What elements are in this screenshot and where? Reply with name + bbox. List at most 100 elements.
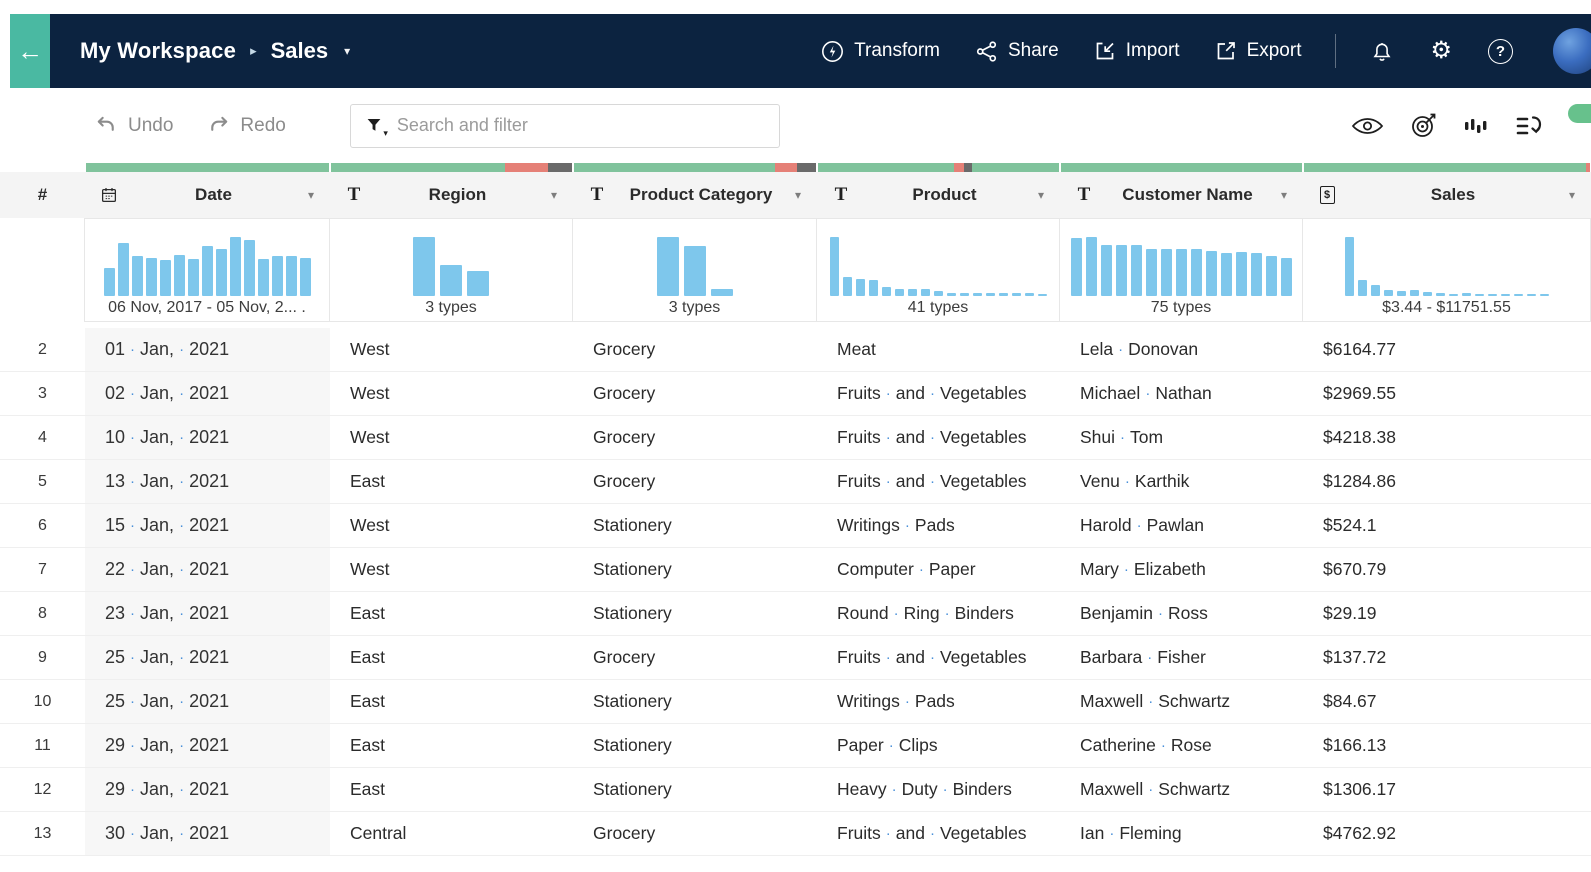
histogram-bar[interactable] — [1116, 245, 1127, 296]
cell-product_category[interactable]: Grocery — [573, 636, 817, 679]
cell-region[interactable]: West — [330, 416, 573, 459]
histogram-bar[interactable] — [174, 255, 185, 296]
histogram-bar[interactable] — [1161, 249, 1172, 296]
cell-sales[interactable]: $84.67 — [1303, 680, 1591, 723]
histogram-bar[interactable] — [1475, 294, 1484, 296]
cell-region[interactable]: East — [330, 768, 573, 811]
histogram-bar[interactable] — [286, 256, 297, 296]
quality-segment-green[interactable] — [1304, 163, 1586, 172]
cell-customer[interactable]: Barbara·Fisher — [1060, 636, 1303, 679]
cell-customer[interactable]: Harold·Pawlan — [1060, 504, 1303, 547]
cell-product[interactable]: Computer·Paper — [817, 548, 1060, 591]
histogram-bar[interactable] — [413, 237, 435, 296]
histogram-bar[interactable] — [934, 291, 943, 296]
histogram-bar[interactable] — [467, 271, 489, 296]
column-header-sales[interactable]: $Sales▾ — [1303, 185, 1591, 205]
histogram-bar[interactable] — [1266, 256, 1277, 296]
cell-sales[interactable]: $2969.55 — [1303, 372, 1591, 415]
histogram-bar[interactable] — [1540, 294, 1549, 296]
column-menu-chevron-icon[interactable]: ▾ — [795, 188, 801, 202]
histogram-bar[interactable] — [1449, 294, 1458, 296]
user-avatar[interactable] — [1553, 28, 1591, 74]
histogram-bar[interactable] — [132, 256, 143, 296]
cell-region[interactable]: East — [330, 460, 573, 503]
histogram-bar[interactable] — [160, 260, 171, 296]
histogram-bar[interactable] — [1371, 285, 1380, 296]
column-menu-chevron-icon[interactable]: ▾ — [1569, 188, 1575, 202]
cell-product_category[interactable]: Stationery — [573, 768, 817, 811]
cell-product_category[interactable]: Stationery — [573, 592, 817, 635]
cell-sales[interactable]: $29.19 — [1303, 592, 1591, 635]
histogram-bar[interactable] — [973, 293, 982, 296]
column-menu-chevron-icon[interactable]: ▾ — [1281, 188, 1287, 202]
histogram-cell-date[interactable]: 06 Nov, 2017 - 05 Nov, 2... . — [84, 218, 330, 322]
breadcrumb-workspace[interactable]: My Workspace — [80, 38, 236, 64]
table-row[interactable]: 1129·Jan,·2021EastStationeryPaper·ClipsC… — [0, 724, 1591, 768]
bell-icon[interactable] — [1370, 39, 1394, 64]
cell-date[interactable]: 25·Jan,·2021 — [85, 636, 330, 679]
cell-customer[interactable]: Maxwell·Schwartz — [1060, 680, 1303, 723]
cell-date[interactable]: 01·Jan,·2021 — [85, 328, 330, 371]
cell-product[interactable]: Fruits·and·Vegetables — [817, 636, 1060, 679]
cell-sales[interactable]: $6164.77 — [1303, 328, 1591, 371]
quality-segment-red[interactable] — [954, 163, 964, 172]
cell-region[interactable]: East — [330, 724, 573, 767]
histogram-bar[interactable] — [244, 240, 255, 296]
histogram-cell-product_category[interactable]: 3 types — [572, 218, 817, 322]
histogram-bar[interactable] — [1038, 294, 1047, 296]
quality-segment-red[interactable] — [775, 163, 797, 172]
histogram-bar[interactable] — [272, 256, 283, 296]
histogram-bar[interactable] — [1384, 290, 1393, 296]
cell-product[interactable]: Fruits·and·Vegetables — [817, 416, 1060, 459]
cell-date[interactable]: 30·Jan,·2021 — [85, 812, 330, 855]
quality-segment-dark[interactable] — [797, 163, 816, 172]
cell-product[interactable]: Fruits·and·Vegetables — [817, 372, 1060, 415]
histogram-bar[interactable] — [188, 259, 199, 296]
cell-date[interactable]: 29·Jan,·2021 — [85, 724, 330, 767]
cell-date[interactable]: 29·Jan,·2021 — [85, 768, 330, 811]
cell-product[interactable]: Paper·Clips — [817, 724, 1060, 767]
column-header-product_category[interactable]: TProduct Category▾ — [573, 184, 817, 206]
histogram-bar[interactable] — [104, 268, 115, 296]
cell-date[interactable]: 13·Jan,·2021 — [85, 460, 330, 503]
cell-region[interactable]: West — [330, 328, 573, 371]
search-filter-box[interactable]: ▾ — [350, 104, 780, 148]
histogram-bar[interactable] — [986, 293, 995, 296]
steps-icon[interactable] — [1515, 113, 1543, 139]
cell-customer[interactable]: Ian·Fleming — [1060, 812, 1303, 855]
quality-segment-green[interactable] — [972, 163, 1059, 172]
histogram-bar[interactable] — [1191, 249, 1202, 296]
histogram-bar[interactable] — [869, 280, 878, 296]
histogram-bar[interactable] — [657, 237, 679, 296]
quality-segment-green[interactable] — [86, 163, 329, 172]
cell-customer[interactable]: Shui·Tom — [1060, 416, 1303, 459]
cell-region[interactable]: East — [330, 636, 573, 679]
cell-product[interactable]: Meat — [817, 328, 1060, 371]
table-row[interactable]: 925·Jan,·2021EastGroceryFruits·and·Veget… — [0, 636, 1591, 680]
histogram-bar[interactable] — [921, 289, 930, 296]
histogram-bar[interactable] — [960, 293, 969, 296]
histogram-bar[interactable] — [947, 293, 956, 296]
undo-button[interactable]: Undo — [95, 114, 173, 137]
histogram-bar[interactable] — [999, 293, 1008, 296]
histogram-bar[interactable] — [1501, 294, 1510, 296]
quality-segment-green[interactable] — [331, 163, 505, 172]
cell-region[interactable]: Central — [330, 812, 573, 855]
cell-region[interactable]: East — [330, 680, 573, 723]
cell-product_category[interactable]: Grocery — [573, 328, 817, 371]
histogram-bar[interactable] — [1101, 245, 1112, 296]
table-row[interactable]: 201·Jan,·2021WestGroceryMeatLela·Donovan… — [0, 328, 1591, 372]
target-icon[interactable] — [1410, 112, 1437, 139]
histogram-cell-customer[interactable]: 75 types — [1059, 218, 1303, 322]
cell-sales[interactable]: $137.72 — [1303, 636, 1591, 679]
histogram-bar[interactable] — [1146, 249, 1157, 296]
column-header-customer[interactable]: TCustomer Name▾ — [1060, 184, 1303, 206]
gear-icon[interactable]: ⚙ — [1430, 39, 1452, 63]
cell-sales[interactable]: $524.1 — [1303, 504, 1591, 547]
column-menu-chevron-icon[interactable]: ▾ — [308, 188, 314, 202]
cell-sales[interactable]: $670.79 — [1303, 548, 1591, 591]
cell-product_category[interactable]: Grocery — [573, 372, 817, 415]
cell-product_category[interactable]: Stationery — [573, 680, 817, 723]
histogram-bar[interactable] — [1236, 252, 1247, 296]
histogram-bar[interactable] — [1462, 293, 1471, 296]
